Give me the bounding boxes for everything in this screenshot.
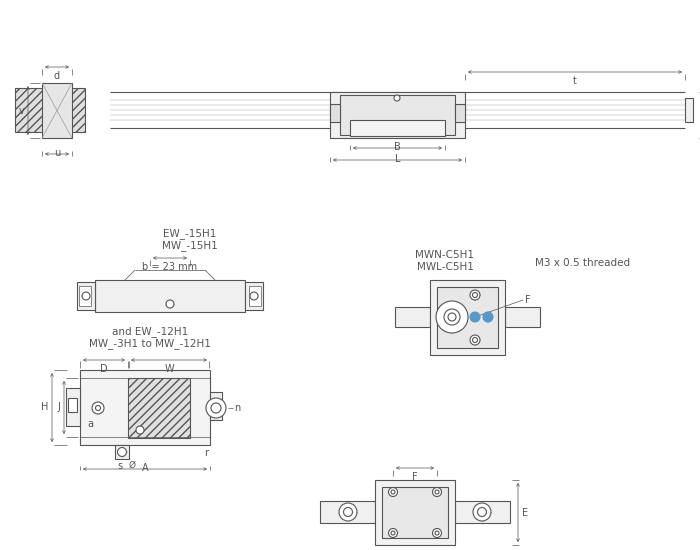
Circle shape [206,398,226,418]
Bar [430,280,505,355]
Bar [115,445,129,459]
Circle shape [470,312,480,322]
Circle shape [394,95,400,101]
Bar [79,286,91,306]
Text: EW_-15H1: EW_-15H1 [163,228,217,239]
Bar [320,501,375,523]
Bar [80,370,210,445]
Bar [350,120,445,136]
Bar [685,98,693,122]
Text: B: B [394,142,401,152]
Text: and EW_-12H1: and EW_-12H1 [112,326,188,337]
Text: v: v [18,106,24,116]
Text: L: L [395,154,400,164]
Circle shape [483,312,493,322]
Circle shape [433,529,442,537]
Bar [340,95,455,135]
Bar [382,487,448,538]
Text: a: a [87,419,93,429]
Circle shape [470,290,480,300]
Bar [128,378,190,438]
Text: W: W [164,364,174,374]
Circle shape [433,487,442,497]
Text: MW_-15H1: MW_-15H1 [162,240,218,251]
Text: MWN-C5H1: MWN-C5H1 [416,250,475,260]
Text: d: d [54,71,60,81]
Text: M3 x 0.5 threaded: M3 x 0.5 threaded [535,258,630,268]
Bar [245,282,263,310]
Text: F: F [525,295,531,305]
Text: r: r [204,448,208,458]
Circle shape [339,503,357,521]
Bar [395,307,430,327]
Bar [42,83,72,138]
Circle shape [166,300,174,308]
Bar [505,307,540,327]
Text: MW_-3H1 to MW_-12H1: MW_-3H1 to MW_-12H1 [89,338,211,349]
Text: s: s [118,461,122,471]
Circle shape [250,292,258,300]
Bar [15,88,85,132]
Bar [77,282,95,310]
Circle shape [436,301,468,333]
Bar [455,501,510,523]
Circle shape [118,448,127,456]
Bar [330,104,340,122]
Circle shape [473,503,491,521]
Text: t: t [573,76,577,86]
Bar [437,287,498,348]
Circle shape [82,292,90,300]
Circle shape [136,426,144,434]
Bar [210,392,222,420]
Bar [66,388,80,426]
Bar [375,480,455,545]
Bar [455,104,465,122]
Bar [330,92,465,138]
Text: E: E [522,508,528,518]
Text: H: H [41,403,48,412]
Bar [68,398,77,412]
Text: MWL-C5H1: MWL-C5H1 [416,262,473,272]
Text: u: u [54,148,60,158]
Text: Ø: Ø [129,461,136,470]
Text: D: D [100,364,108,374]
Circle shape [389,529,398,537]
Text: n: n [234,403,240,413]
Circle shape [92,402,104,414]
Text: J: J [57,403,60,412]
Text: A: A [141,463,148,473]
Bar [249,286,261,306]
Text: b = 23 mm: b = 23 mm [142,262,197,272]
Circle shape [470,335,480,345]
Bar [95,280,245,312]
Text: F: F [412,472,418,482]
Circle shape [389,487,398,497]
